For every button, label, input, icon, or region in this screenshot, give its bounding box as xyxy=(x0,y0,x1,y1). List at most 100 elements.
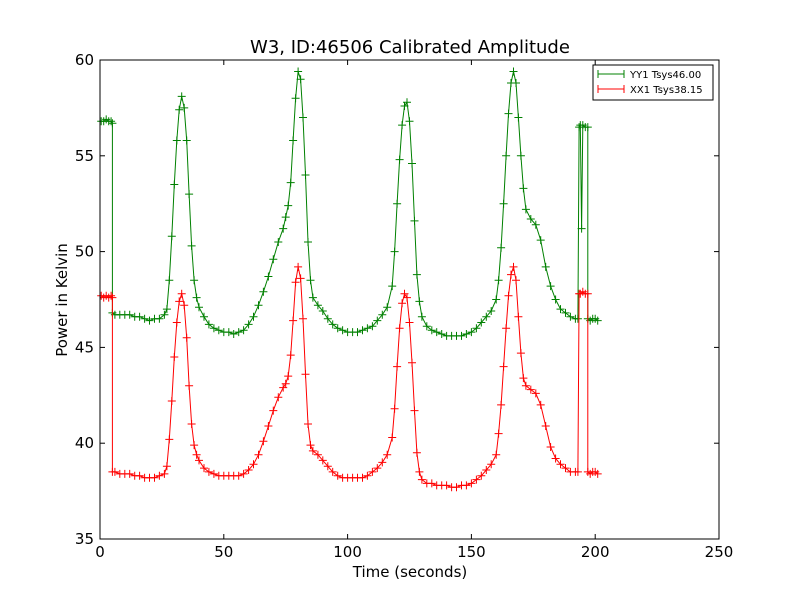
data-point-marker xyxy=(531,220,540,229)
data-point-marker xyxy=(107,117,116,126)
data-point-marker xyxy=(304,420,312,428)
data-point-marker xyxy=(526,385,535,394)
data-point-marker xyxy=(167,397,176,405)
data-point-marker xyxy=(462,481,471,490)
data-point-marker xyxy=(281,213,290,222)
data-point-marker xyxy=(482,312,491,321)
data-point-marker xyxy=(358,326,367,335)
data-point-marker xyxy=(437,330,446,338)
data-point-marker xyxy=(417,312,426,321)
chart-title: W3, ID:46506 Calibrated Amplitude xyxy=(250,37,570,58)
data-point-marker xyxy=(422,322,431,331)
data-point-marker xyxy=(286,351,295,360)
data-point-marker xyxy=(264,422,273,430)
data-point-marker xyxy=(514,113,523,122)
data-point-marker xyxy=(531,389,540,398)
data-point-marker xyxy=(504,109,513,118)
data-point-marker xyxy=(182,333,191,342)
data-point-marker xyxy=(452,483,461,492)
legend-marker xyxy=(597,85,625,93)
data-point-marker xyxy=(254,301,263,310)
data-point-marker xyxy=(373,316,382,325)
data-point-marker xyxy=(155,314,164,323)
data-point-marker xyxy=(200,312,208,321)
data-point-marker xyxy=(516,151,525,160)
data-point-marker xyxy=(573,467,582,476)
data-point-marker xyxy=(291,94,300,103)
data-point-marker xyxy=(296,274,305,283)
data-point-marker xyxy=(185,381,194,390)
data-point-marker xyxy=(244,320,253,329)
data-point-marker xyxy=(427,326,436,335)
data-point-marker xyxy=(306,276,315,285)
data-point-marker xyxy=(507,270,515,279)
data-point-marker xyxy=(165,276,174,285)
data-point-marker xyxy=(333,324,342,333)
data-point-marker xyxy=(583,123,592,132)
data-point-marker xyxy=(410,406,419,415)
data-point-marker xyxy=(526,215,535,223)
data-point-marker xyxy=(150,473,159,482)
data-point-marker xyxy=(583,289,592,298)
y-tick-label: 50 xyxy=(75,243,94,261)
data-point-marker xyxy=(170,180,179,189)
y-tick-label: 45 xyxy=(75,338,94,356)
data-point-marker xyxy=(393,199,402,208)
data-point-marker xyxy=(333,471,342,480)
x-tick-label: 150 xyxy=(457,543,486,561)
data-point-marker xyxy=(519,184,528,193)
data-point-marker xyxy=(195,456,203,465)
data-point-marker xyxy=(536,400,545,409)
data-point-marker xyxy=(457,331,466,340)
data-point-marker xyxy=(373,464,382,473)
data-point-marker xyxy=(398,299,407,308)
data-point-marker xyxy=(383,450,392,459)
legend-box xyxy=(592,64,714,101)
data-point-marker xyxy=(294,262,303,271)
data-point-marker xyxy=(403,293,411,302)
data-point-marker xyxy=(301,370,310,379)
data-point-marker xyxy=(408,358,416,367)
data-point-marker xyxy=(536,236,545,245)
data-point-marker xyxy=(284,372,293,381)
data-point-marker xyxy=(299,113,307,122)
data-point-marker xyxy=(269,255,278,264)
data-point-marker xyxy=(229,330,238,338)
data-point-marker xyxy=(403,98,411,107)
data-point-marker xyxy=(482,466,491,474)
data-point-marker xyxy=(187,420,196,428)
data-point-marker xyxy=(492,450,501,459)
data-point-marker xyxy=(125,310,134,319)
data-point-marker xyxy=(368,322,377,331)
data-point-marker xyxy=(494,276,503,285)
data-point-marker xyxy=(155,471,164,480)
data-point-marker xyxy=(323,314,332,323)
data-point-marker xyxy=(521,205,530,214)
x-tick-label: 200 xyxy=(581,543,610,561)
data-point-marker xyxy=(289,136,298,145)
data-point-marker xyxy=(274,238,283,246)
legend-entry-1: YY1 Tsys46.00 xyxy=(597,70,701,81)
data-point-marker xyxy=(521,381,530,390)
data-point-marker xyxy=(175,297,184,306)
data-point-marker xyxy=(383,303,392,312)
data-point-marker xyxy=(556,305,565,314)
data-point-marker xyxy=(556,460,565,469)
data-point-marker xyxy=(107,291,116,300)
data-point-marker xyxy=(175,105,184,114)
data-point-marker xyxy=(393,362,402,371)
data-point-marker xyxy=(546,443,555,451)
series-layer xyxy=(97,67,602,492)
data-point-marker xyxy=(494,429,503,438)
data-point-marker xyxy=(172,318,181,327)
data-point-marker xyxy=(390,247,399,256)
data-point-marker xyxy=(405,117,414,126)
data-point-marker xyxy=(291,278,300,287)
data-point-marker xyxy=(388,433,397,442)
data-point-marker xyxy=(244,466,253,474)
data-point-marker xyxy=(487,307,496,315)
data-point-marker xyxy=(296,75,305,84)
data-point-marker xyxy=(180,103,189,112)
data-point-marker xyxy=(299,314,307,323)
